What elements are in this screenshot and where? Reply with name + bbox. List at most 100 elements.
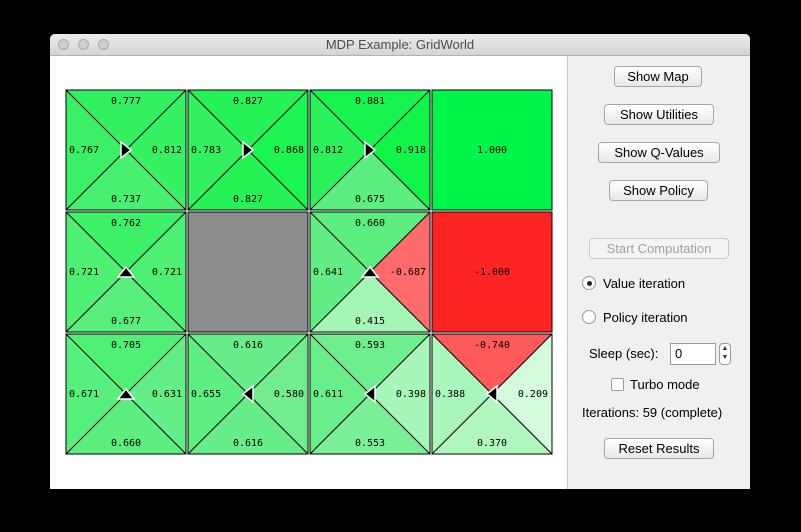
q-west-triangle: [310, 334, 370, 454]
policy-arrow-right-icon: [242, 140, 255, 160]
turbo-mode-checkbox[interactable]: [611, 378, 624, 391]
policy-arrow-left-icon: [363, 384, 376, 404]
q-value-west: 0.611: [313, 389, 343, 400]
q-value-north: -0.740: [474, 340, 510, 351]
terminal-cell: [431, 211, 553, 333]
q-cell-border: [65, 333, 187, 455]
q-north-triangle: [310, 90, 430, 150]
q-cell-border: [65, 211, 187, 333]
q-west-triangle: [432, 334, 492, 454]
policy-arrow-right-icon: [364, 140, 377, 160]
q-value-south: 0.660: [111, 438, 141, 449]
q-value-south: 0.553: [355, 438, 385, 449]
policy-arrow-up-icon: [116, 387, 136, 400]
q-south-triangle: [66, 272, 186, 332]
q-value-south: 0.827: [233, 194, 263, 205]
q-south-triangle: [310, 394, 430, 454]
grid-area: 0.777 0.812 0.737 0.767 0.827 0.868 0.827 0.783…: [50, 56, 567, 489]
policy-arrow-up-icon: [360, 265, 380, 278]
q-east-triangle: [248, 334, 308, 454]
q-cell-border: [187, 89, 309, 211]
q-east-triangle: [126, 212, 186, 332]
q-value-south: 0.370: [477, 438, 507, 449]
q-value-east: -0.687: [390, 267, 426, 278]
q-east-triangle: [248, 90, 308, 210]
q-value-east: 0.398: [396, 389, 426, 400]
minimize-window-button[interactable]: [78, 39, 89, 50]
q-value-north: 0.827: [233, 96, 263, 107]
q-value-south: 0.616: [233, 438, 263, 449]
q-east-triangle: [370, 334, 430, 454]
q-west-triangle: [66, 334, 126, 454]
policy-iteration-radio[interactable]: [582, 310, 596, 324]
q-north-triangle: [66, 212, 186, 272]
close-window-button[interactable]: [58, 39, 69, 50]
app-window: MDP Example: GridWorld 0.777 0.812 0.737 0.…: [50, 34, 750, 489]
q-value-south: 0.737: [111, 194, 141, 205]
sleep-label: Sleep (sec):: [589, 346, 659, 361]
q-south-triangle: [66, 394, 186, 454]
q-value-north: 0.881: [355, 96, 385, 107]
q-east-triangle: [370, 90, 430, 210]
q-value-east: 0.918: [396, 145, 426, 156]
show-policy-button[interactable]: Show Policy: [609, 180, 708, 201]
q-value-north: 0.762: [111, 218, 141, 229]
zoom-window-button[interactable]: [98, 39, 109, 50]
start-computation-button[interactable]: Start Computation: [589, 238, 729, 259]
q-value-east: 0.580: [274, 389, 304, 400]
q-value-west: 0.388: [435, 389, 465, 400]
q-west-triangle: [66, 212, 126, 332]
q-west-triangle: [188, 90, 248, 210]
q-north-triangle: [310, 334, 430, 394]
q-cell-border: [431, 333, 553, 455]
show-map-button[interactable]: Show Map: [614, 66, 702, 87]
q-value-west: 0.783: [191, 145, 221, 156]
q-value-west: 0.812: [313, 145, 343, 156]
q-west-triangle: [310, 212, 370, 332]
q-north-triangle: [188, 334, 308, 394]
q-value-east: 0.631: [152, 389, 182, 400]
q-south-triangle: [66, 150, 186, 210]
policy-arrow-up-icon: [116, 265, 136, 278]
window-title: MDP Example: GridWorld: [325, 37, 475, 52]
policy-arrow-right-icon: [120, 140, 133, 160]
q-north-triangle: [66, 334, 186, 394]
terminal-value: 1.000: [477, 145, 507, 156]
q-south-triangle: [310, 272, 430, 332]
q-north-triangle: [66, 90, 186, 150]
q-cell-border: [187, 333, 309, 455]
q-value-south: 0.675: [355, 194, 385, 205]
policy-iteration-label: Policy iteration: [603, 310, 688, 325]
q-cell-border: [65, 89, 187, 211]
q-value-south: 0.415: [355, 316, 385, 327]
q-east-triangle: [370, 212, 430, 332]
q-east-triangle: [126, 334, 186, 454]
iterations-status: Iterations: 59 (complete): [582, 405, 723, 420]
show-qvalues-button[interactable]: Show Q-Values: [598, 142, 720, 163]
stepper-up-icon[interactable]: ▲: [721, 345, 729, 352]
policy-arrow-left-icon: [241, 384, 254, 404]
q-west-triangle: [66, 90, 126, 210]
q-cell-border: [309, 89, 431, 211]
stepper-down-icon[interactable]: ▼: [721, 354, 729, 361]
sleep-input[interactable]: 0: [670, 343, 716, 365]
q-value-south: 0.677: [111, 316, 141, 327]
q-value-east: 0.721: [152, 267, 182, 278]
reset-results-button[interactable]: Reset Results: [604, 438, 714, 459]
q-east-triangle: [492, 334, 552, 454]
wall-cell: [187, 211, 309, 333]
q-north-triangle: [310, 212, 430, 272]
value-iteration-radio[interactable]: [582, 276, 596, 290]
q-south-triangle: [310, 150, 430, 210]
q-south-triangle: [432, 394, 552, 454]
q-value-west: 0.641: [313, 267, 343, 278]
q-value-west: 0.671: [69, 389, 99, 400]
q-value-west: 0.721: [69, 267, 99, 278]
q-value-west: 0.767: [69, 145, 99, 156]
q-north-triangle: [188, 90, 308, 150]
q-south-triangle: [188, 150, 308, 210]
sleep-stepper[interactable]: ▲ ▼: [719, 343, 731, 365]
gridworld-grid: 0.777 0.812 0.737 0.767 0.827 0.868 0.827 0.783…: [65, 89, 553, 455]
show-utilities-button[interactable]: Show Utilities: [604, 104, 714, 125]
q-value-east: 0.868: [274, 145, 304, 156]
